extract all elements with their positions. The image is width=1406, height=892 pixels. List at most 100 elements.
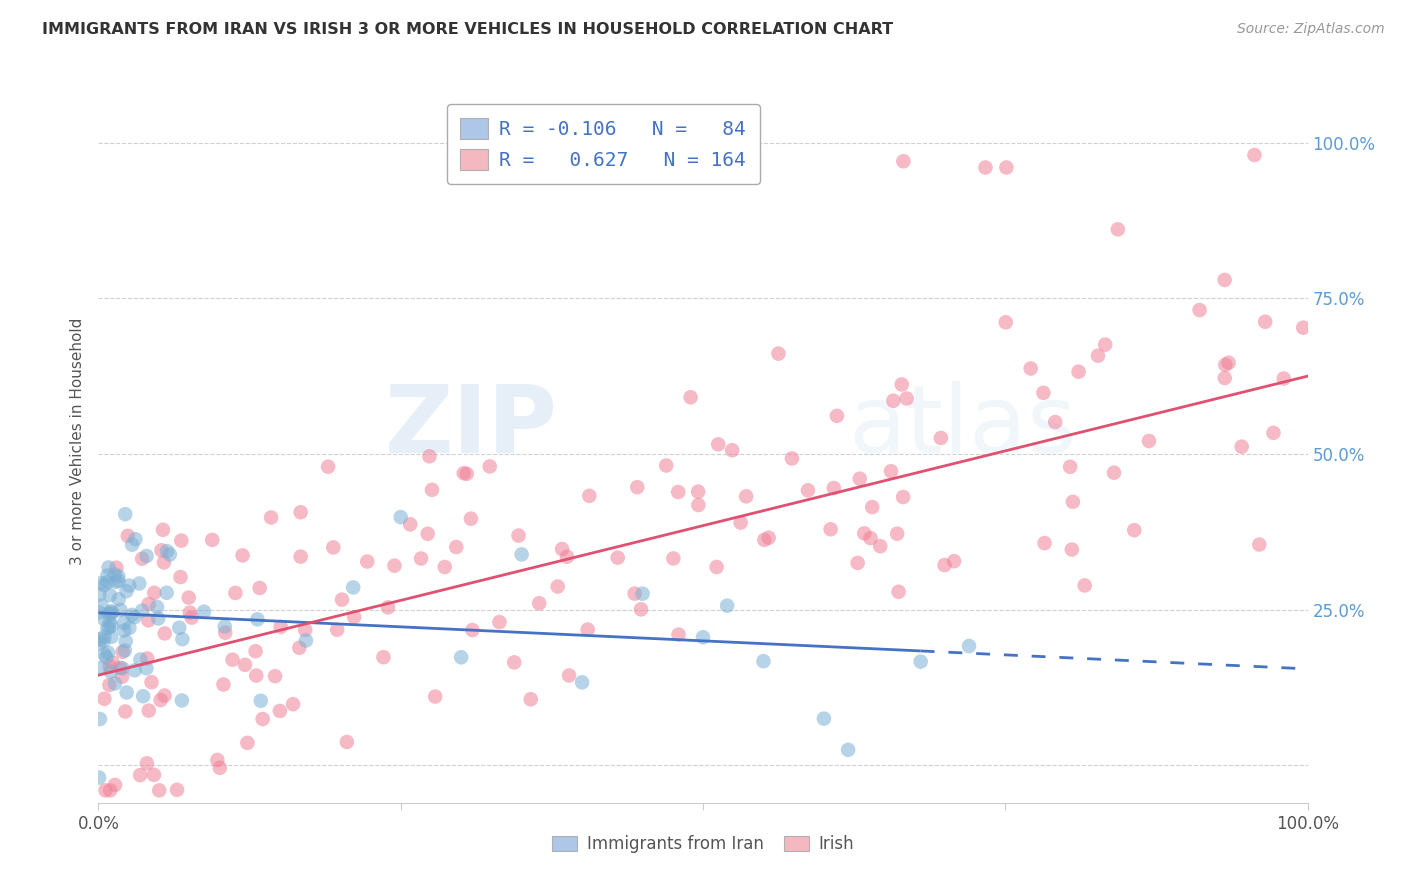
Point — [100, 665, 122, 679]
Point — [896, 392, 918, 406]
Point — [707, 437, 730, 451]
Point — [98, 588, 121, 602]
Point — [1137, 434, 1160, 448]
Point — [1045, 415, 1067, 429]
Point — [571, 675, 593, 690]
Point — [89, 637, 111, 651]
Point — [246, 612, 269, 626]
Point — [148, 783, 170, 797]
Point — [100, 619, 122, 633]
Point — [233, 657, 256, 672]
Point — [98, 678, 121, 692]
Point — [578, 489, 600, 503]
Point — [111, 645, 134, 659]
Point — [1213, 371, 1236, 385]
Point — [104, 676, 127, 690]
Point — [124, 532, 146, 546]
Point — [891, 490, 914, 504]
Point — [138, 597, 160, 611]
Point — [503, 656, 526, 670]
Point — [343, 610, 366, 624]
Point — [93, 634, 115, 648]
Point — [111, 661, 134, 675]
Point — [488, 615, 510, 629]
Point — [135, 756, 157, 771]
Point — [780, 451, 803, 466]
Point — [322, 541, 344, 555]
Point — [1188, 303, 1211, 318]
Point — [96, 650, 118, 665]
Point — [128, 576, 150, 591]
Point — [1102, 466, 1125, 480]
Point — [141, 675, 163, 690]
Point — [269, 704, 291, 718]
Point — [461, 623, 484, 637]
Point — [631, 587, 654, 601]
Point — [890, 377, 912, 392]
Point — [752, 654, 775, 668]
Point — [87, 605, 110, 619]
Point — [207, 753, 229, 767]
Point — [288, 640, 311, 655]
Point — [179, 606, 201, 620]
Text: ZIP: ZIP — [385, 381, 558, 473]
Point — [957, 639, 980, 653]
Text: IMMIGRANTS FROM IRAN VS IRISH 3 OR MORE VEHICLES IN HOUSEHOLD CORRELATION CHART: IMMIGRANTS FROM IRAN VS IRISH 3 OR MORE … — [42, 22, 893, 37]
Point — [135, 549, 157, 563]
Point — [994, 315, 1017, 329]
Point — [149, 693, 172, 707]
Point — [129, 652, 152, 666]
Point — [212, 677, 235, 691]
Point — [172, 632, 194, 647]
Point — [98, 659, 121, 673]
Point — [96, 575, 118, 590]
Point — [121, 607, 143, 622]
Point — [910, 655, 932, 669]
Point — [124, 610, 146, 624]
Point — [97, 560, 120, 574]
Point — [166, 782, 188, 797]
Point — [117, 529, 139, 543]
Point — [93, 578, 115, 592]
Point — [118, 579, 141, 593]
Point — [409, 551, 432, 566]
Point — [813, 712, 835, 726]
Point — [208, 761, 231, 775]
Point — [356, 555, 378, 569]
Point — [93, 612, 115, 626]
Point — [825, 409, 848, 423]
Point — [995, 161, 1018, 175]
Point — [115, 584, 138, 599]
Point — [105, 560, 128, 574]
Point — [93, 691, 115, 706]
Point — [264, 669, 287, 683]
Point — [820, 522, 842, 536]
Point — [281, 697, 304, 711]
Point — [389, 510, 412, 524]
Point — [89, 588, 111, 602]
Point — [107, 569, 129, 583]
Point — [193, 605, 215, 619]
Point — [97, 607, 120, 621]
Point — [146, 599, 169, 614]
Point — [623, 586, 645, 600]
Point — [148, 611, 170, 625]
Point — [169, 570, 191, 584]
Point — [692, 630, 714, 644]
Point — [416, 526, 439, 541]
Point — [260, 510, 283, 524]
Point — [721, 443, 744, 458]
Point — [626, 480, 648, 494]
Point — [156, 544, 179, 558]
Point — [170, 693, 193, 707]
Point — [425, 690, 447, 704]
Point — [853, 526, 876, 541]
Point — [132, 690, 155, 704]
Point — [104, 574, 127, 589]
Point — [450, 650, 472, 665]
Point — [87, 771, 110, 785]
Point — [1218, 356, 1240, 370]
Point — [558, 668, 581, 682]
Point — [143, 586, 166, 600]
Point — [135, 661, 157, 675]
